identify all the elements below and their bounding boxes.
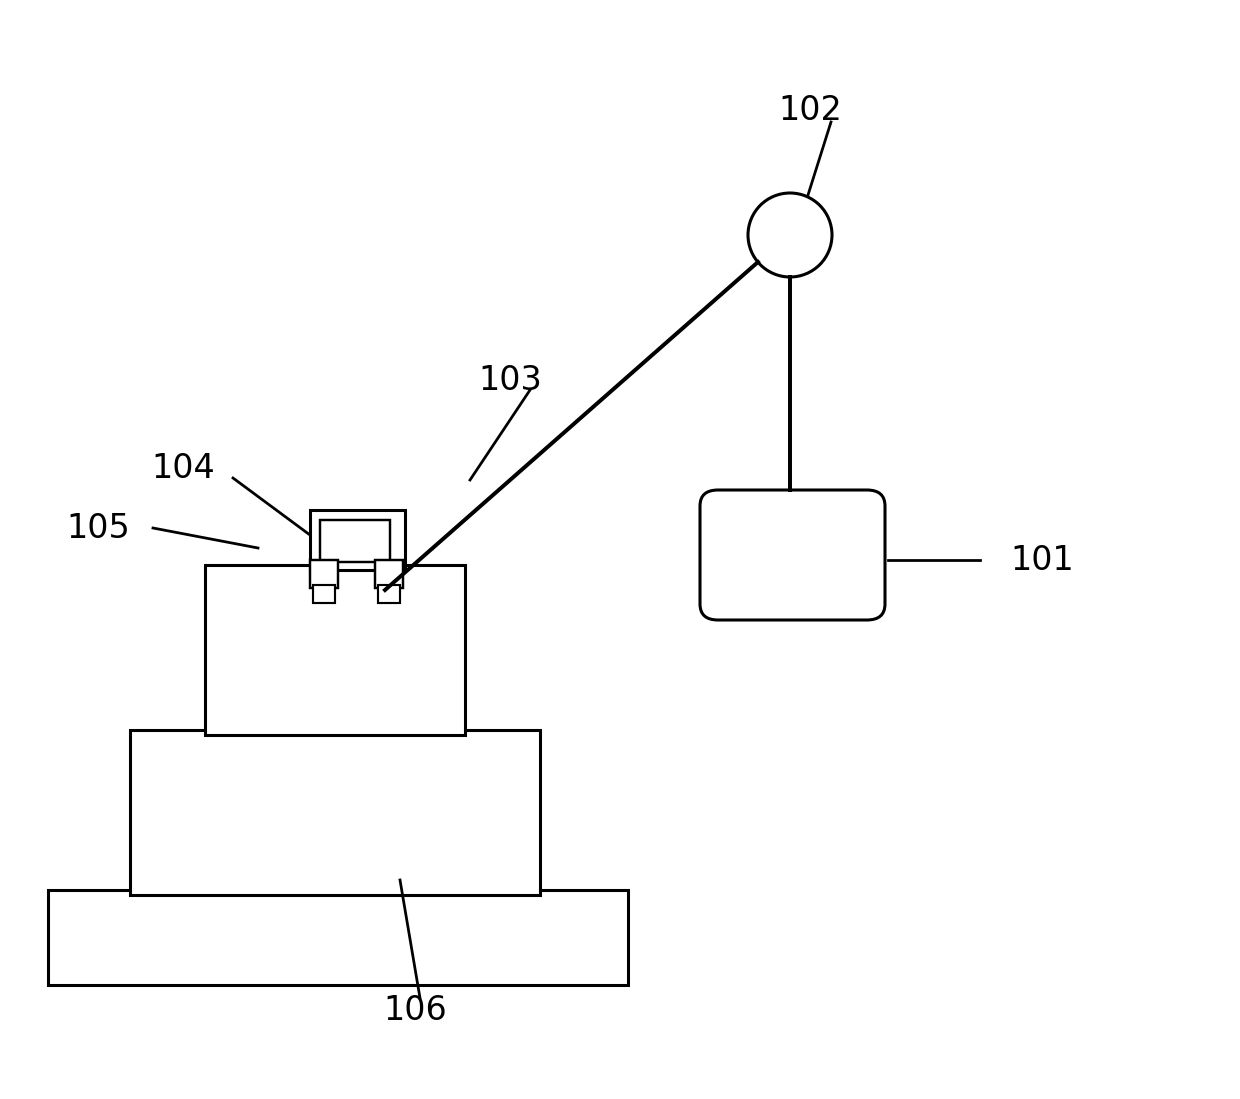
Text: 106: 106 [383, 993, 446, 1026]
Text: 104: 104 [151, 452, 215, 485]
Text: 105: 105 [66, 511, 130, 544]
FancyBboxPatch shape [310, 560, 339, 588]
FancyBboxPatch shape [48, 890, 627, 985]
FancyBboxPatch shape [205, 565, 465, 735]
Text: 102: 102 [777, 93, 842, 126]
FancyBboxPatch shape [701, 490, 885, 620]
FancyBboxPatch shape [320, 520, 391, 562]
FancyBboxPatch shape [130, 730, 539, 895]
Text: 101: 101 [1011, 544, 1074, 577]
FancyBboxPatch shape [310, 510, 405, 570]
Text: 103: 103 [479, 364, 542, 397]
FancyBboxPatch shape [312, 585, 335, 603]
FancyBboxPatch shape [374, 560, 403, 588]
FancyBboxPatch shape [378, 585, 401, 603]
Ellipse shape [748, 193, 832, 277]
